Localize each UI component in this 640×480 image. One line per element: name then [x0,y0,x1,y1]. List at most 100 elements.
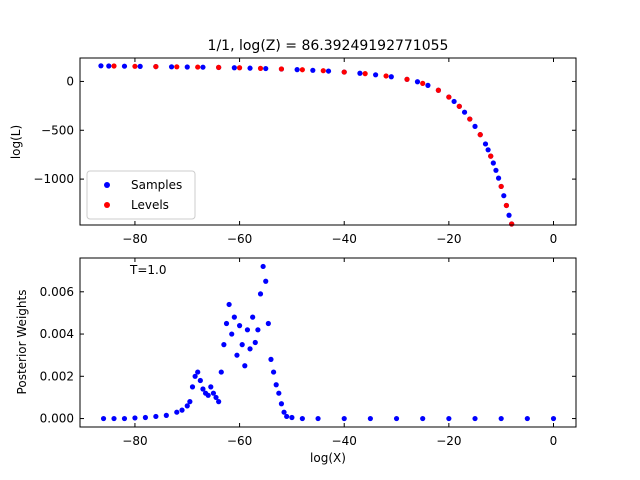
bottom-x-tick-label: −60 [227,434,252,448]
top-chart-title: 1/1, log(Z) = 86.39249192771055 [208,38,449,54]
top-samples-point [106,63,112,69]
bottom-weight-point [121,415,128,422]
bottom-weight-point [278,401,285,407]
bottom-weight-point [100,415,107,422]
top-samples-point [168,64,175,70]
top-axes-frame [79,57,577,226]
top-samples-point [506,212,512,218]
bottom-weight-point [315,415,321,422]
top-samples-point [247,65,253,71]
bottom-weight-point [223,320,230,327]
bottom-panel: −80 −60 −40 −20 0 0.000 0.002 0.004 0.006 Poste… [15,257,577,465]
bottom-weight-point [299,415,305,422]
bottom-weight-point [367,415,373,422]
top-levels-point [404,76,410,82]
top-samples-point [231,65,237,71]
top-y-ticks: 0 −500 −1000 [33,74,576,186]
bottom-weight-point [231,314,237,320]
bottom-weight-point [163,412,169,418]
top-samples-point [493,167,499,173]
bottom-weight-point [257,291,264,297]
bottom-weight-point [210,390,217,396]
top-levels-point [341,69,347,75]
legend-samples-marker [104,182,110,188]
bottom-weight-point [260,263,266,270]
bottom-weight-point [205,392,211,398]
top-levels-point [174,64,180,70]
bottom-weight-point [229,331,235,337]
bottom-x-tick-label: −20 [436,434,461,448]
bottom-weight-point [216,399,222,405]
bottom-axes-frame [79,257,577,428]
bottom-weight-point [420,415,426,422]
top-samples-point [461,109,468,115]
bottom-weight-point [472,415,478,422]
top-samples-point [373,72,379,78]
bottom-weight-point [197,377,203,384]
top-samples-point [495,175,502,181]
bottom-weight-point [289,414,295,421]
top-levels-point [153,63,159,70]
top-levels-point [456,103,462,109]
bottom-y-axis-label: Posterior Weights [15,290,29,395]
bottom-weight-point [446,415,452,422]
bottom-weight-point [550,415,557,422]
top-panel-marks [98,63,515,227]
top-levels-point [446,94,452,100]
top-levels-point [362,71,368,77]
bottom-weight-point [218,369,224,375]
bottom-x-ticks: −80 −60 −40 −20 0 [122,258,557,448]
bottom-x-tick-label: −40 [332,434,357,448]
bottom-weight-point [179,407,185,413]
bottom-weight-point [236,323,243,329]
bottom-y-tick-label: 0.006 [40,285,74,299]
bottom-weight-point [341,415,347,422]
top-samples-point [388,74,394,80]
top-samples-point [485,147,491,153]
top-levels-point [477,132,483,138]
bottom-weight-point [213,394,219,401]
bottom-weight-point [242,363,248,369]
top-samples-point [310,67,316,73]
temperature-annotation: T=1.0 [129,263,166,277]
top-samples-point [482,141,489,147]
bottom-weight-point [265,320,271,327]
bottom-weight-point [273,382,279,388]
bottom-weight-point [234,352,240,358]
bottom-weight-point [281,409,287,415]
bottom-weight-point [192,373,198,379]
bottom-weight-point [276,390,282,396]
top-levels-point [111,63,117,69]
bottom-weight-point [111,415,117,422]
bottom-weight-point [187,399,193,405]
bottom-x-axis-label: log(X) [310,451,346,465]
bottom-weight-point [524,415,530,422]
top-levels-point [299,67,305,73]
top-y-tick-label: −1000 [33,172,74,186]
bottom-weight-point [284,413,290,420]
bottom-weight-point [244,327,251,333]
top-samples-point [263,65,269,72]
top-panel: 1/1, log(Z) = 86.39249192771055 −80 −60 −4… [9,38,577,246]
bottom-weight-point [393,415,400,422]
top-samples-point [137,63,143,69]
bottom-weight-point [174,409,180,415]
top-levels-point [498,183,504,190]
legend: Samples Levels [86,170,196,220]
bottom-weight-point [184,403,190,409]
bottom-x-tick-label: 0 [550,434,558,448]
bottom-weight-point [268,356,274,362]
top-y-axis-label: log(L) [9,125,23,159]
bottom-weight-point [250,314,256,320]
top-levels-point [467,116,473,122]
top-x-tick-label: 0 [550,232,558,246]
bottom-weight-point [200,386,206,392]
top-samples-point [451,98,457,105]
top-levels-point [420,80,426,86]
bottom-weight-point [221,342,227,348]
bottom-x-tick-label: −80 [122,434,147,448]
bottom-weight-point [208,384,214,390]
top-levels-point [503,202,510,209]
top-samples-point [98,63,104,69]
